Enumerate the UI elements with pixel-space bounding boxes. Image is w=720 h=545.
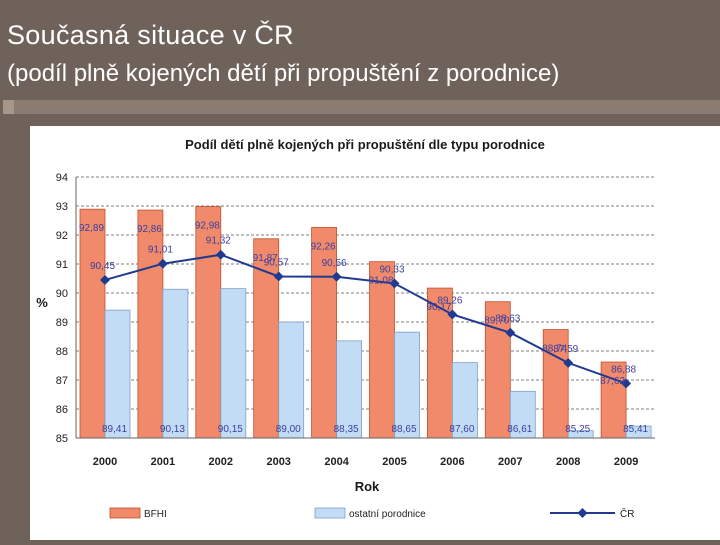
- y-tick-label: 87: [56, 375, 68, 387]
- label-bfhi: 92,89: [79, 223, 104, 234]
- marker-cr: [331, 271, 342, 282]
- y-tick-label: 86: [56, 404, 68, 416]
- bars-layer: [79, 206, 652, 439]
- y-axis-title: %: [36, 295, 48, 310]
- y-tick-label: 89: [56, 317, 68, 329]
- x-tick-label: 2000: [93, 456, 117, 468]
- line-cr: [104, 253, 627, 385]
- label-ostatni: 88,65: [392, 424, 417, 435]
- label-ostatni: 90,13: [160, 424, 185, 435]
- label-ostatni: 85,25: [565, 424, 590, 435]
- y-tick-label: 90: [56, 288, 68, 300]
- chart-title: Podíl dětí plně kojených při propuštění …: [185, 137, 545, 152]
- label-cr: 87,59: [553, 344, 578, 355]
- label-ostatni: 86,61: [507, 424, 532, 435]
- legend-swatch-bfhi: [109, 507, 141, 519]
- legend-label-cr: ČR: [620, 507, 634, 520]
- label-cr: 89,26: [437, 295, 462, 306]
- x-tick-label: 2007: [498, 456, 522, 468]
- chart: Podíl dětí plně kojených při propuštění …: [36, 137, 655, 520]
- marker-cr: [563, 357, 574, 368]
- label-bfhi: 91,08: [369, 276, 394, 287]
- label-bfhi: 92,98: [195, 221, 220, 232]
- y-tick-label: 92: [56, 230, 68, 242]
- label-ostatni: 88,35: [334, 424, 359, 435]
- x-tick-label: 2004: [324, 456, 349, 468]
- label-ostatni: 89,00: [276, 424, 301, 435]
- label-cr: 90,56: [322, 258, 347, 269]
- bar-bfhi: [79, 208, 106, 439]
- label-cr: 90,33: [380, 264, 405, 275]
- bar-ostatni: [104, 309, 131, 439]
- x-tick-label: 2009: [614, 456, 638, 468]
- bar-bfhi: [369, 261, 395, 439]
- bar-ostatni: [451, 362, 478, 439]
- y-tick-label: 91: [56, 259, 68, 271]
- marker-cr: [505, 327, 516, 338]
- marker-cr: [447, 309, 458, 320]
- label-bfhi: 92,26: [311, 241, 336, 252]
- bar-bfhi: [484, 301, 511, 439]
- x-tick-label: 2001: [151, 456, 175, 468]
- axis-layer: 85 86 87 88 89 90 91 92 93 94 2000 2001 2002 2003 2004…: [56, 172, 655, 468]
- label-cr: 90,57: [264, 257, 289, 268]
- chart-panel: Podíl dětí plně kojených při propuštění …: [30, 126, 720, 540]
- label-bfhi: 87,62: [600, 376, 625, 387]
- slide-subtitle: (podíl plně kojených dětí při propuštění…: [7, 60, 560, 87]
- label-cr: 91,32: [206, 236, 231, 247]
- x-tick-label: 2003: [266, 456, 290, 468]
- label-cr: 86,88: [611, 364, 636, 375]
- label-ostatni: 89,41: [102, 424, 127, 435]
- x-axis-title: Rok: [355, 479, 380, 494]
- marker-cr: [157, 258, 168, 269]
- x-tick-label: 2005: [382, 456, 406, 468]
- bar-bfhi: [311, 227, 338, 439]
- title-divider: [3, 100, 720, 114]
- label-cr: 91,01: [148, 245, 173, 256]
- label-bfhi: 89,70: [484, 316, 509, 327]
- labels-layer: 92,89 89,41 90,45 92,86 90,13 91,01 92,98 90,15…: [79, 221, 649, 435]
- x-tick-label: 2002: [209, 456, 233, 468]
- legend: BFHI ostatní porodnice ČR: [109, 507, 634, 520]
- slide-title: Současná situace v ČR: [7, 20, 294, 50]
- marker-cr: [100, 275, 110, 285]
- label-ostatni: 87,60: [449, 424, 474, 435]
- bar-ostatni: [162, 288, 189, 439]
- legend-marker-cr: [577, 508, 588, 518]
- marker-cr: [215, 249, 226, 260]
- bar-ostatni: [278, 321, 305, 439]
- bar-ostatni: [336, 340, 363, 439]
- divider-accent: [3, 100, 14, 114]
- y-tick-label: 93: [56, 201, 68, 213]
- label-bfhi: 90,17: [426, 302, 451, 313]
- line-layer: [100, 249, 632, 389]
- x-tick-label: 2008: [556, 456, 580, 468]
- legend-swatch-ostatni: [314, 507, 346, 519]
- bar-bfhi: [600, 361, 627, 439]
- y-tick-label: 85: [56, 433, 68, 445]
- bar-bfhi: [542, 329, 569, 439]
- legend-label-ostatni: ostatní porodnice: [349, 509, 426, 520]
- marker-cr: [273, 271, 284, 282]
- label-bfhi: 92,86: [137, 224, 162, 235]
- label-bfhi: 88,74: [542, 344, 567, 355]
- label-bfhi: 91,87: [253, 253, 278, 264]
- label-cr: 88,63: [495, 314, 520, 325]
- x-tick-label: 2006: [440, 456, 464, 468]
- label-ostatni: 85,41: [623, 424, 648, 435]
- y-tick-label: 88: [56, 346, 68, 358]
- bar-ostatni: [394, 331, 420, 439]
- label-ostatni: 90,15: [218, 424, 243, 435]
- bar-ostatni: [220, 288, 247, 439]
- label-cr: 90,45: [90, 261, 115, 272]
- legend-label-bfhi: BFHI: [144, 509, 167, 520]
- y-tick-label: 94: [56, 172, 68, 184]
